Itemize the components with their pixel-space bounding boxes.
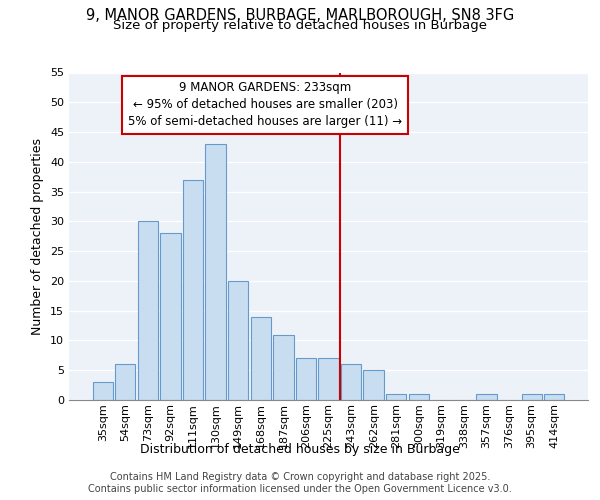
Bar <box>138 222 158 400</box>
Bar <box>341 364 361 400</box>
Text: 9 MANOR GARDENS: 233sqm
← 95% of detached houses are smaller (203)
5% of semi-de: 9 MANOR GARDENS: 233sqm ← 95% of detache… <box>128 82 403 128</box>
Y-axis label: Number of detached properties: Number of detached properties <box>31 138 44 335</box>
Bar <box>92 382 113 400</box>
Text: 9, MANOR GARDENS, BURBAGE, MARLBOROUGH, SN8 3FG: 9, MANOR GARDENS, BURBAGE, MARLBOROUGH, … <box>86 8 514 22</box>
Bar <box>296 358 316 400</box>
Bar <box>544 394 565 400</box>
Bar <box>521 394 542 400</box>
Text: Distribution of detached houses by size in Burbage: Distribution of detached houses by size … <box>140 442 460 456</box>
Text: Size of property relative to detached houses in Burbage: Size of property relative to detached ho… <box>113 19 487 32</box>
Bar <box>319 358 338 400</box>
Bar <box>228 281 248 400</box>
Bar <box>409 394 429 400</box>
Bar <box>115 364 136 400</box>
Bar <box>160 234 181 400</box>
Bar <box>183 180 203 400</box>
Bar <box>386 394 406 400</box>
Bar <box>476 394 497 400</box>
Bar <box>273 334 293 400</box>
Bar <box>205 144 226 400</box>
Bar <box>364 370 384 400</box>
Text: Contains HM Land Registry data © Crown copyright and database right 2025.: Contains HM Land Registry data © Crown c… <box>110 472 490 482</box>
Text: Contains public sector information licensed under the Open Government Licence v3: Contains public sector information licen… <box>88 484 512 494</box>
Bar <box>251 316 271 400</box>
